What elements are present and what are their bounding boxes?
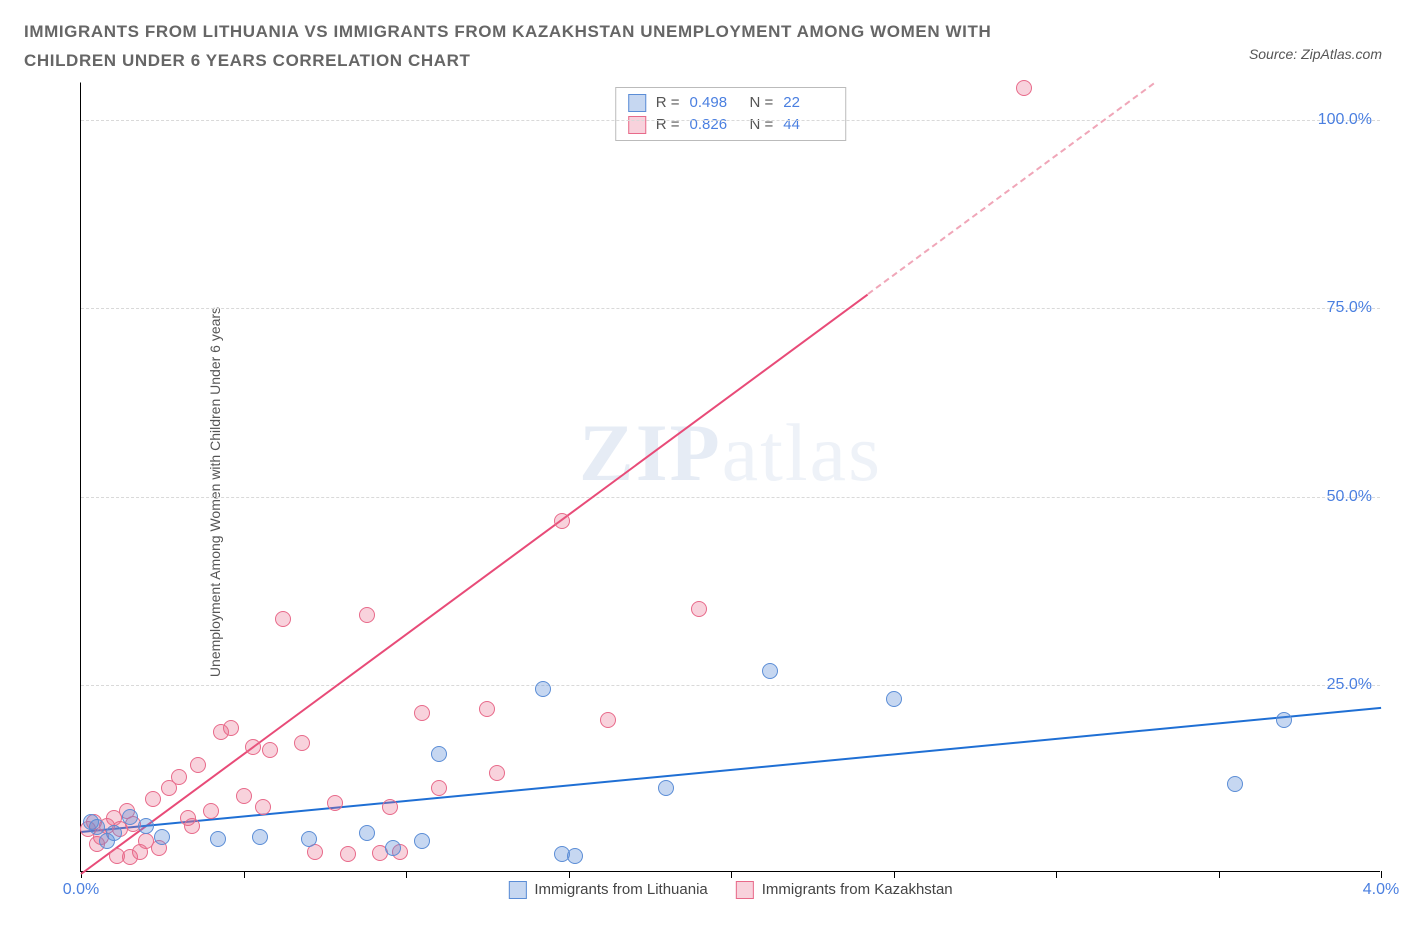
y-tick-label: 75.0%	[1327, 299, 1372, 317]
data-point-kazakhstan	[145, 791, 161, 807]
data-point-lithuania	[431, 746, 447, 762]
gridline	[81, 120, 1380, 121]
data-point-kazakhstan	[554, 513, 570, 529]
x-tick-mark	[894, 871, 895, 878]
r-label: R =	[656, 94, 680, 111]
gridline	[81, 308, 1380, 309]
legend-label-kazakhstan: Immigrants from Kazakhstan	[762, 881, 953, 898]
data-point-kazakhstan	[340, 846, 356, 862]
r-label: R =	[656, 116, 680, 133]
legend-item-kazakhstan: Immigrants from Kazakhstan	[736, 881, 953, 899]
gridline	[81, 685, 1380, 686]
data-point-kazakhstan	[382, 799, 398, 815]
data-point-kazakhstan	[203, 803, 219, 819]
trend-line	[867, 83, 1154, 295]
data-point-kazakhstan	[600, 712, 616, 728]
x-tick-mark	[406, 871, 407, 878]
data-point-kazakhstan	[275, 611, 291, 627]
data-point-kazakhstan	[294, 735, 310, 751]
data-point-lithuania	[658, 780, 674, 796]
data-point-kazakhstan	[1016, 80, 1032, 96]
swatch-lithuania	[628, 94, 646, 112]
swatch-lithuania	[508, 881, 526, 899]
data-point-kazakhstan	[414, 705, 430, 721]
data-point-kazakhstan	[431, 780, 447, 796]
swatch-kazakhstan	[628, 116, 646, 134]
x-tick-mark	[731, 871, 732, 878]
data-point-kazakhstan	[489, 765, 505, 781]
x-tick-mark	[1381, 871, 1382, 878]
data-point-lithuania	[122, 809, 138, 825]
legend-label-lithuania: Immigrants from Lithuania	[534, 881, 707, 898]
data-point-lithuania	[762, 663, 778, 679]
x-tick-mark	[1056, 871, 1057, 878]
chart-title: IMMIGRANTS FROM LITHUANIA VS IMMIGRANTS …	[24, 18, 1074, 76]
x-tick-mark	[569, 871, 570, 878]
data-point-kazakhstan	[236, 788, 252, 804]
data-point-lithuania	[414, 833, 430, 849]
x-tick-mark	[1219, 871, 1220, 878]
gridline	[81, 497, 1380, 498]
x-tick-label: 4.0%	[1363, 881, 1399, 899]
watermark: ZIPatlas	[579, 406, 882, 500]
plot-area: ZIPatlas R = 0.498 N = 22 R = 0.826 N = …	[80, 82, 1380, 872]
legend-stats: R = 0.498 N = 22 R = 0.826 N = 44	[615, 87, 847, 141]
data-point-kazakhstan	[262, 742, 278, 758]
data-point-lithuania	[535, 681, 551, 697]
legend-stats-row-kazakhstan: R = 0.826 N = 44	[628, 114, 834, 136]
data-point-lithuania	[210, 831, 226, 847]
data-point-kazakhstan	[190, 757, 206, 773]
y-tick-label: 100.0%	[1318, 111, 1372, 129]
data-point-kazakhstan	[327, 795, 343, 811]
header: IMMIGRANTS FROM LITHUANIA VS IMMIGRANTS …	[24, 18, 1382, 76]
legend-series: Immigrants from Lithuania Immigrants fro…	[508, 881, 952, 899]
data-point-kazakhstan	[184, 818, 200, 834]
data-point-lithuania	[1227, 776, 1243, 792]
n-label: N =	[750, 116, 774, 133]
data-point-kazakhstan	[359, 607, 375, 623]
x-tick-label: 0.0%	[63, 881, 99, 899]
data-point-kazakhstan	[691, 601, 707, 617]
legend-stats-row-lithuania: R = 0.498 N = 22	[628, 92, 834, 114]
data-point-lithuania	[138, 818, 154, 834]
r-value-kazakhstan: 0.826	[690, 116, 740, 133]
x-tick-mark	[244, 871, 245, 878]
y-tick-label: 50.0%	[1327, 488, 1372, 506]
data-point-lithuania	[252, 829, 268, 845]
data-point-kazakhstan	[245, 739, 261, 755]
data-point-kazakhstan	[171, 769, 187, 785]
chart-container: Unemployment Among Women with Children U…	[24, 82, 1384, 902]
n-value-kazakhstan: 44	[783, 116, 833, 133]
data-point-kazakhstan	[479, 701, 495, 717]
y-tick-label: 25.0%	[1327, 676, 1372, 694]
data-point-kazakhstan	[255, 799, 271, 815]
data-point-lithuania	[154, 829, 170, 845]
data-point-lithuania	[1276, 712, 1292, 728]
swatch-kazakhstan	[736, 881, 754, 899]
data-point-kazakhstan	[223, 720, 239, 736]
trend-line	[80, 294, 868, 875]
trend-line	[81, 707, 1381, 833]
data-point-lithuania	[359, 825, 375, 841]
data-point-lithuania	[567, 848, 583, 864]
legend-item-lithuania: Immigrants from Lithuania	[508, 881, 707, 899]
n-value-lithuania: 22	[783, 94, 833, 111]
data-point-lithuania	[301, 831, 317, 847]
n-label: N =	[750, 94, 774, 111]
data-point-lithuania	[385, 840, 401, 856]
r-value-lithuania: 0.498	[690, 94, 740, 111]
data-point-lithuania	[886, 691, 902, 707]
data-point-kazakhstan	[122, 849, 138, 865]
source-label: Source: ZipAtlas.com	[1249, 18, 1382, 62]
data-point-lithuania	[106, 825, 122, 841]
